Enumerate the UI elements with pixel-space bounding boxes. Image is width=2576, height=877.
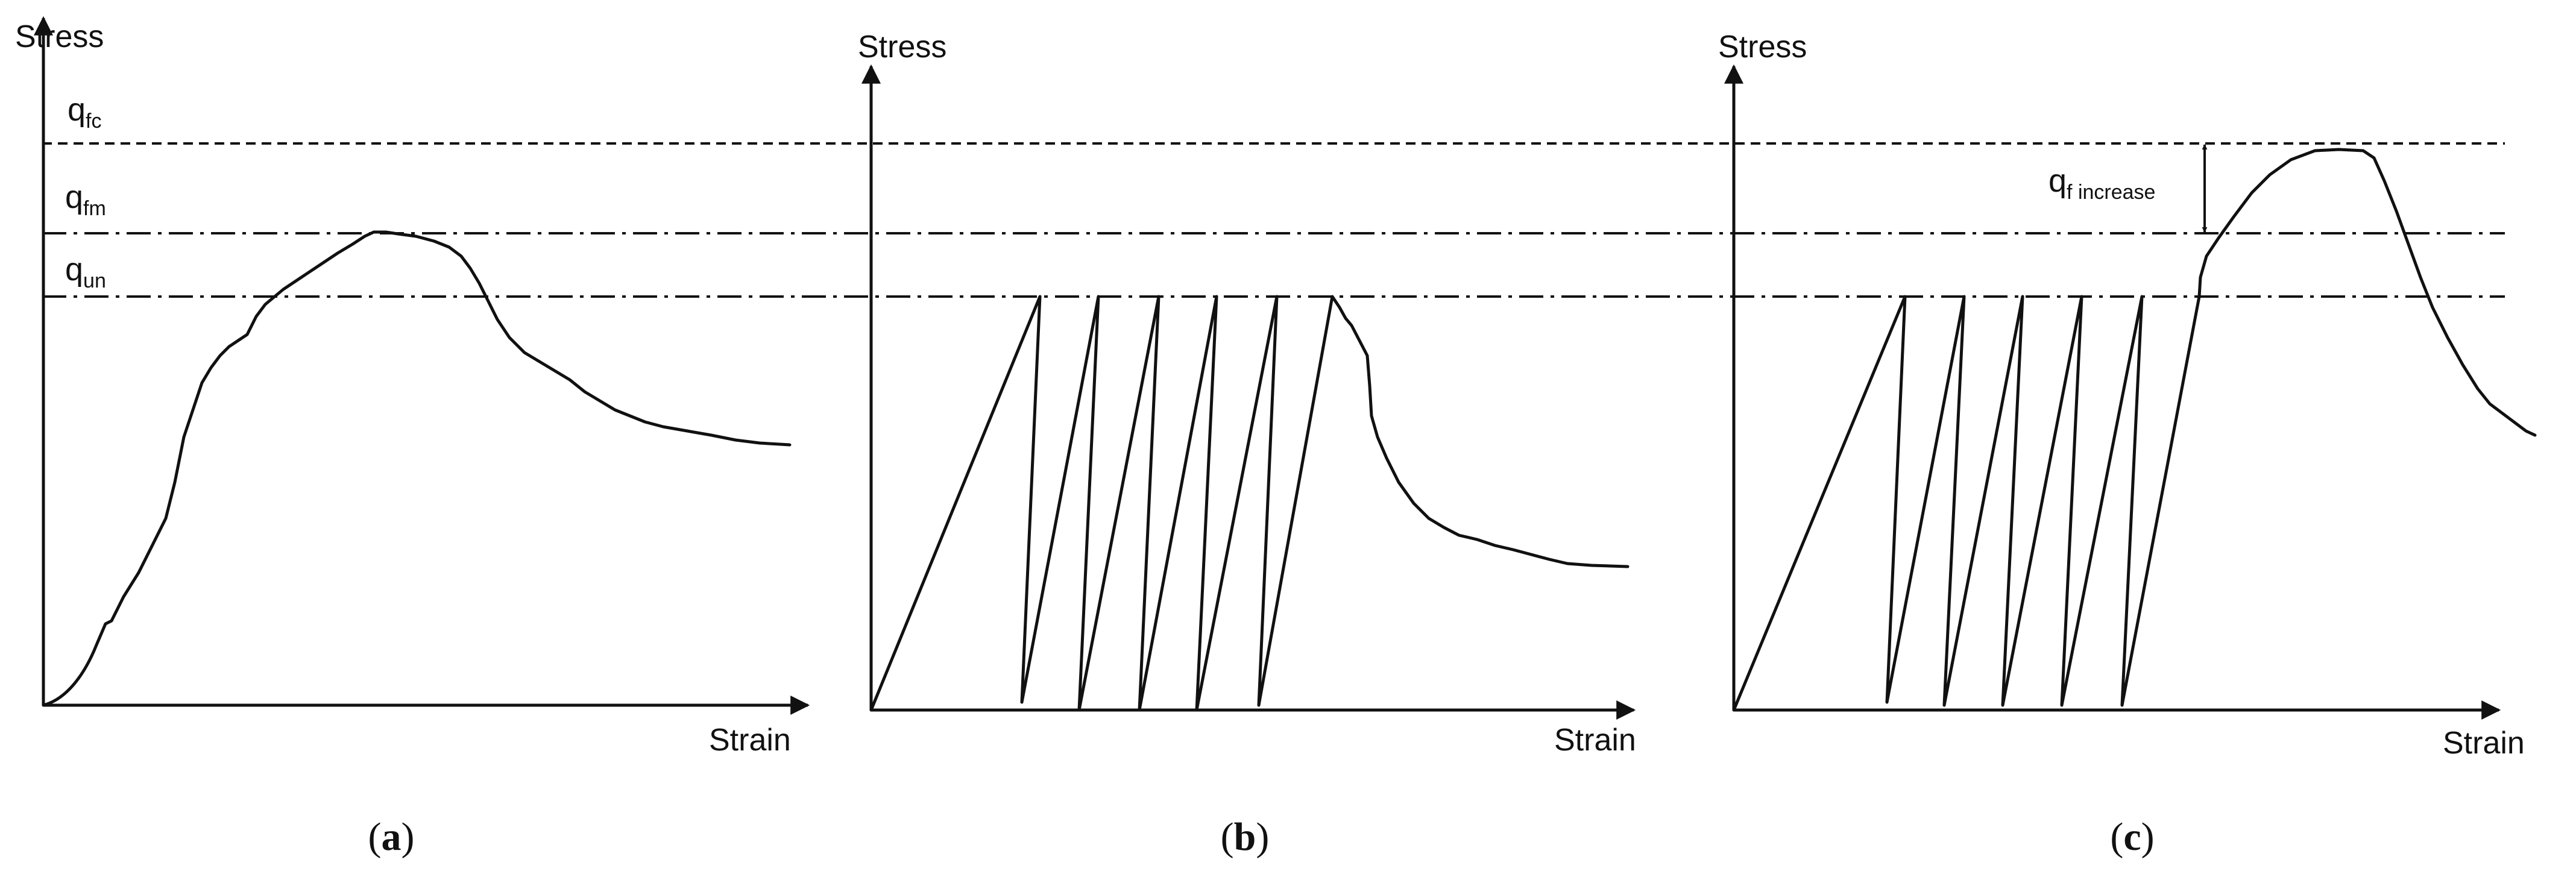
x-axis-label-b: Strain [1554, 723, 1636, 758]
cyclic-loading-curve-c [1732, 148, 2537, 712]
cyclic-loading-curve-b [869, 295, 1630, 712]
y-axis-label-c: Stress [1718, 30, 1807, 64]
panel-c: Stress Strain qf increase (c) [1718, 30, 2537, 859]
q-fm-label: qfm [65, 179, 106, 220]
q-f-increase-label: qf increase [2049, 163, 2155, 204]
panel-caption-c: (c) [2110, 815, 2154, 859]
y-axis-label-b: Stress [858, 30, 946, 64]
panel-caption-b: (b) [1221, 815, 1270, 859]
y-axis-label-a: Stress [15, 19, 104, 54]
q-fc-label: qfc [68, 92, 102, 133]
panel-a: Stress Strain (a) [15, 16, 810, 859]
panel-caption-a: (a) [368, 815, 415, 859]
x-axis-label-a: Strain [709, 723, 791, 758]
q-un-label: qun [65, 251, 106, 292]
stress-strain-curve-a [42, 230, 792, 707]
x-axis-label-c: Strain [2443, 726, 2525, 761]
panel-b: Stress Strain (b) [858, 30, 1636, 859]
